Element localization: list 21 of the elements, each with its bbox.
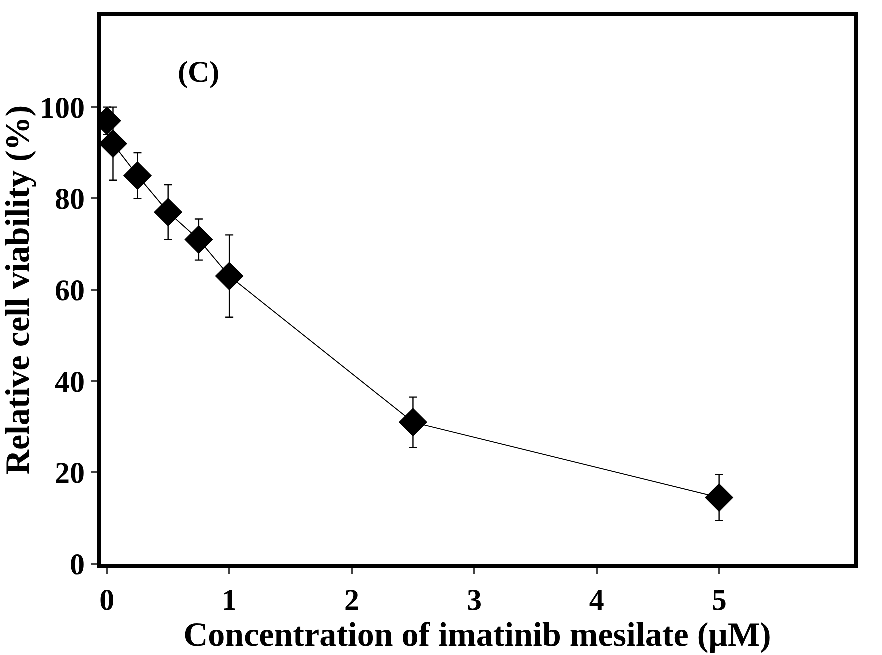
point xyxy=(154,198,183,227)
annotation: (C) xyxy=(178,56,220,89)
point xyxy=(705,483,734,512)
y-tick-label: 40 xyxy=(55,366,85,399)
x-tick-label: 3 xyxy=(466,584,482,617)
x-tick-label: 4 xyxy=(589,584,604,617)
point xyxy=(398,408,428,437)
x-tick-label: 2 xyxy=(344,584,360,617)
point xyxy=(123,162,152,190)
y-tick-label: 20 xyxy=(55,457,85,490)
x-axis-title: Concentration of imatinib mesilate (μM) xyxy=(184,617,772,654)
x-tick-label: 1 xyxy=(222,584,238,617)
y-tick-label: 0 xyxy=(70,548,85,582)
y-axis-title: Relative cell viability (%) xyxy=(0,105,37,475)
y-tick-label: 80 xyxy=(55,183,85,216)
x-tick-label: 5 xyxy=(712,584,727,617)
point xyxy=(215,262,244,291)
y-tick-label: 100 xyxy=(40,92,85,125)
point xyxy=(184,225,214,254)
x-tick-label: 0 xyxy=(100,584,115,617)
y-tick-label: 60 xyxy=(55,274,85,308)
